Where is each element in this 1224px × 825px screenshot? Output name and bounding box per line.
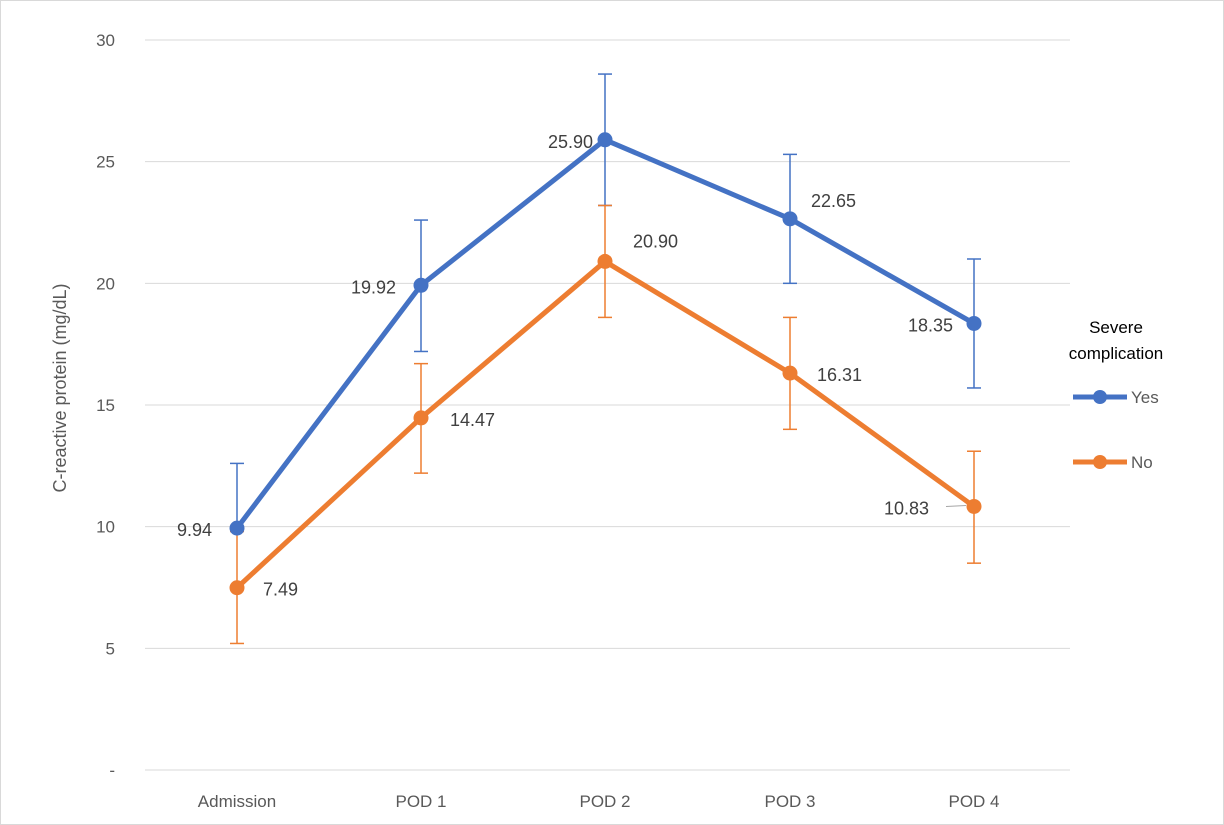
legend-label-yes: Yes — [1131, 388, 1159, 407]
y-tick-label: 15 — [96, 396, 115, 415]
data-point-yes — [597, 132, 613, 148]
data-label-no: 16.31 — [817, 365, 862, 385]
y-tick-label: 30 — [96, 31, 115, 50]
data-label-no: 14.47 — [450, 410, 495, 430]
data-label-yes: 25.90 — [548, 132, 593, 152]
legend: Severe complication Yes No — [1069, 318, 1164, 472]
data-label-no: 10.83 — [884, 498, 929, 518]
x-axis-ticks: Admission POD 1 POD 2 POD 3 POD 4 — [198, 792, 1000, 811]
x-tick-label: POD 2 — [579, 792, 630, 811]
x-tick-label: Admission — [198, 792, 276, 811]
data-label-yes: 22.65 — [811, 191, 856, 211]
data-label-yes: 19.92 — [351, 277, 396, 297]
data-label-yes: 18.35 — [908, 315, 953, 335]
y-tick-label: - — [109, 761, 115, 780]
x-tick-label: POD 4 — [948, 792, 999, 811]
y-axis-ticks: - 5 10 15 20 25 30 — [96, 31, 115, 780]
y-axis-title: C-reactive protein (mg/dL) — [50, 283, 70, 492]
data-points — [229, 132, 982, 596]
legend-swatch-marker-no — [1093, 455, 1107, 469]
y-tick-label: 25 — [96, 153, 115, 172]
data-point-no — [597, 253, 613, 269]
data-point-yes — [966, 315, 982, 331]
y-tick-label: 5 — [106, 639, 115, 658]
data-point-yes — [413, 277, 429, 293]
data-point-no — [782, 365, 798, 381]
y-tick-label: 20 — [96, 274, 115, 293]
data-label-no: 7.49 — [263, 580, 298, 600]
legend-title-line-2: complication — [1069, 344, 1164, 363]
legend-title-line-1: Severe — [1089, 318, 1143, 337]
legend-label-no: No — [1131, 453, 1153, 472]
data-point-no — [966, 498, 982, 514]
label-leader-line — [945, 504, 967, 507]
data-point-no — [229, 580, 245, 596]
data-point-yes — [782, 211, 798, 227]
gridlines — [145, 39, 1070, 771]
legend-swatch-marker-yes — [1093, 390, 1107, 404]
data-point-yes — [229, 520, 245, 536]
data-label-yes: 9.94 — [177, 520, 212, 540]
y-tick-label: 10 — [96, 518, 115, 537]
data-label-no: 20.90 — [633, 231, 678, 251]
data-labels: 9.94 19.92 25.90 22.65 18.35 7.49 14.47 20.90 16… — [177, 132, 967, 600]
x-tick-label: POD 1 — [395, 792, 446, 811]
data-point-no — [413, 410, 429, 426]
error-bars — [230, 73, 981, 645]
x-tick-label: POD 3 — [764, 792, 815, 811]
